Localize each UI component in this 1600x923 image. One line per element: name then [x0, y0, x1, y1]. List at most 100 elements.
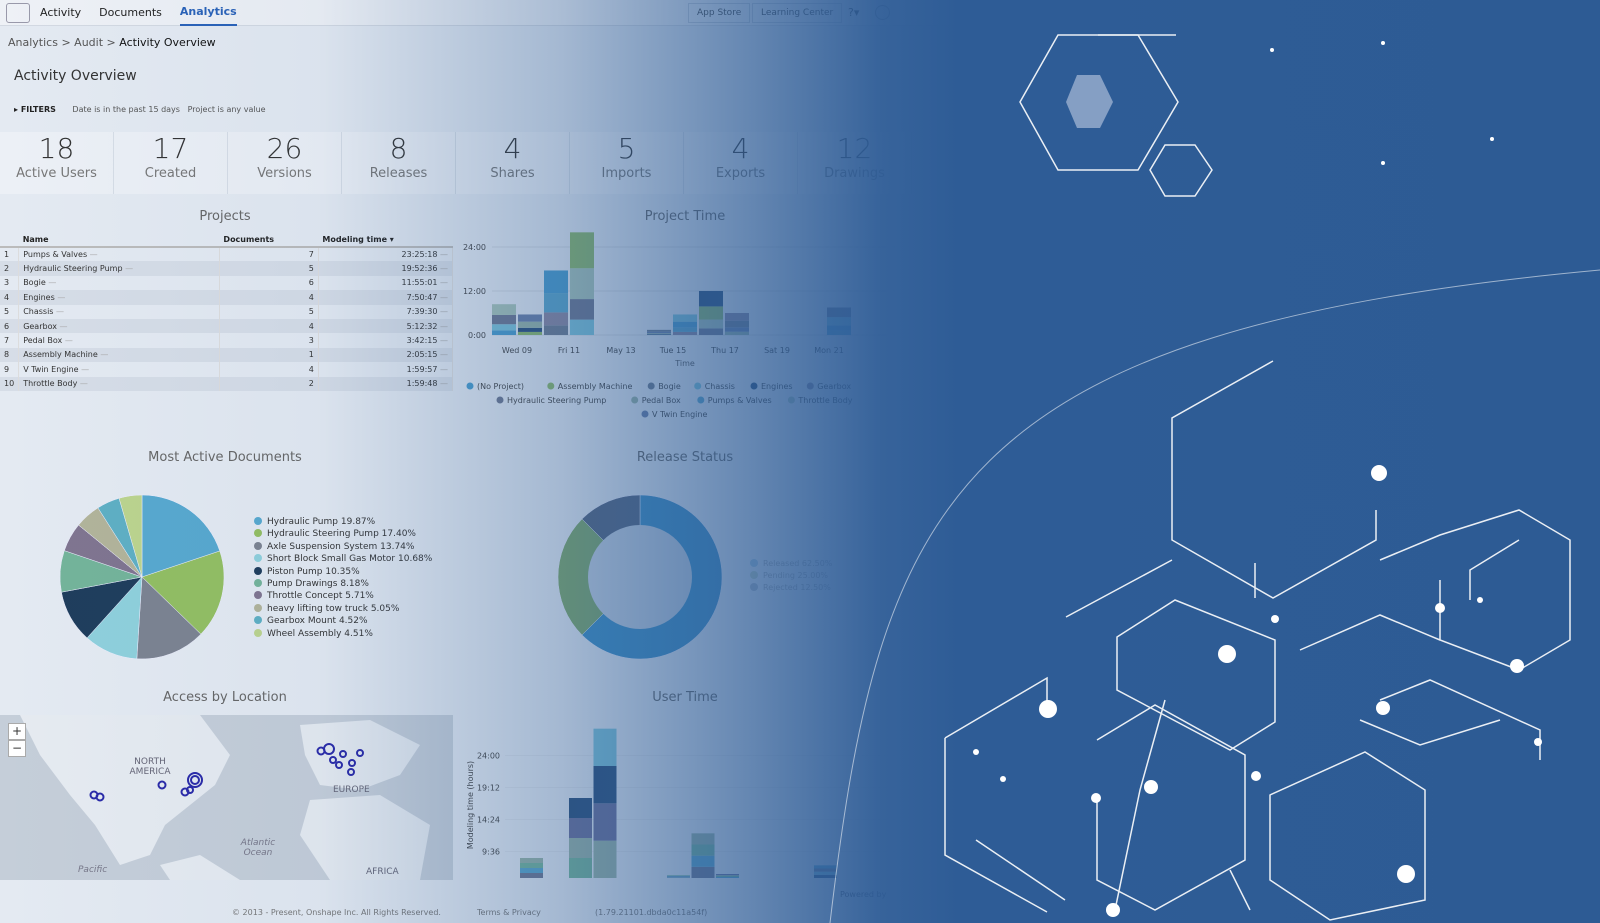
- bar-segment[interactable]: [827, 330, 851, 335]
- legend-item[interactable]: Pumps & Valves: [708, 396, 772, 405]
- bar-segment[interactable]: [725, 320, 749, 328]
- bar-segment[interactable]: [544, 312, 568, 326]
- bar-segment[interactable]: [544, 293, 568, 313]
- kpi-tile[interactable]: 4 Shares: [456, 132, 570, 194]
- nav-analytics[interactable]: Analytics: [179, 0, 237, 26]
- bar-segment[interactable]: [647, 334, 671, 335]
- legend-item[interactable]: Hydraulic Steering Pump: [507, 396, 606, 405]
- bar-segment[interactable]: [492, 304, 516, 315]
- bar-segment[interactable]: [691, 833, 715, 845]
- bar-segment[interactable]: [814, 868, 837, 872]
- table-row[interactable]: 10 Throttle Body —2 1:59:48 —: [0, 376, 454, 391]
- bar-segment[interactable]: [520, 863, 543, 868]
- filters-bar[interactable]: ▸ FILTERS Date is in the past 15 days Pr…: [14, 105, 266, 114]
- project-name[interactable]: Throttle Body —: [18, 376, 220, 391]
- kpi-tile[interactable]: 26 Versions: [228, 132, 342, 194]
- legend-item[interactable]: Bogie: [658, 382, 681, 391]
- kpi-tile[interactable]: 5 Imports: [570, 132, 684, 194]
- legend-item[interactable]: Rejected 12.50%: [750, 582, 832, 594]
- legend-item[interactable]: Gearbox Mount 4.52%: [254, 615, 432, 627]
- legend-item[interactable]: Released 62.50%: [750, 558, 832, 570]
- bar-segment[interactable]: [827, 307, 851, 318]
- breadcrumb-audit[interactable]: Audit: [74, 36, 104, 49]
- bar-segment[interactable]: [492, 314, 516, 325]
- bar-segment[interactable]: [593, 728, 617, 766]
- bar-segment[interactable]: [673, 314, 697, 322]
- project-name[interactable]: Pumps & Valves —: [18, 247, 220, 262]
- bar-segment[interactable]: [544, 325, 568, 335]
- table-row[interactable]: 4 Engines —4 7:50:47 —: [0, 290, 454, 305]
- bar-segment[interactable]: [570, 299, 594, 320]
- bar-segment[interactable]: [827, 317, 851, 326]
- legend-item[interactable]: Chassis: [705, 382, 735, 391]
- bar-segment[interactable]: [814, 874, 837, 878]
- bar-segment[interactable]: [667, 877, 690, 878]
- legend-item[interactable]: (No Project): [477, 382, 524, 391]
- bar-segment[interactable]: [699, 319, 723, 329]
- project-name[interactable]: Hydraulic Steering Pump —: [18, 261, 220, 276]
- col-documents[interactable]: Documents: [219, 233, 319, 248]
- nav-activity[interactable]: Activity: [40, 6, 82, 19]
- bar-segment[interactable]: [492, 324, 516, 331]
- table-row[interactable]: 1 Pumps & Valves —7 23:25:18 —: [0, 247, 454, 262]
- bar-segment[interactable]: [492, 330, 516, 335]
- breadcrumb-analytics[interactable]: Analytics: [8, 36, 58, 49]
- bar-segment[interactable]: [570, 268, 594, 300]
- bar-segment[interactable]: [827, 325, 851, 331]
- bar-segment[interactable]: [691, 855, 715, 867]
- legend-item[interactable]: heavy lifting tow truck 5.05%: [254, 603, 432, 615]
- kpi-tile[interactable]: 4 Exports: [684, 132, 798, 194]
- legend-item[interactable]: Throttle Concept 5.71%: [254, 590, 432, 602]
- legend-item[interactable]: Pending 25.00%: [750, 570, 832, 582]
- footer-terms-link[interactable]: Terms & Privacy: [477, 908, 541, 917]
- app-store-button[interactable]: App Store: [688, 3, 751, 23]
- table-row[interactable]: 3 Bogie —6 11:55:01 —: [0, 275, 454, 291]
- kpi-tile[interactable]: 18 Active Users: [0, 132, 114, 194]
- bar-segment[interactable]: [673, 327, 697, 332]
- bar-segment[interactable]: [647, 333, 671, 335]
- bar-segment[interactable]: [593, 803, 617, 841]
- bar-segment[interactable]: [667, 876, 690, 878]
- bar-segment[interactable]: [647, 329, 671, 332]
- project-name[interactable]: Gearbox —: [18, 318, 220, 334]
- bar-segment[interactable]: [570, 232, 594, 269]
- legend-item[interactable]: Wheel Assembly 4.51%: [254, 628, 432, 640]
- kpi-tile[interactable]: 17 Created: [114, 132, 228, 194]
- bar-segment[interactable]: [699, 328, 723, 335]
- legend-item[interactable]: Short Block Small Gas Motor 10.68%: [254, 553, 432, 565]
- bar-segment[interactable]: [673, 321, 697, 328]
- bar-segment[interactable]: [544, 270, 568, 294]
- bar-segment[interactable]: [593, 766, 617, 804]
- project-name[interactable]: Engines —: [18, 290, 220, 305]
- bar-segment[interactable]: [716, 876, 739, 877]
- table-row[interactable]: 7 Pedal Box —3 3:42:15 —: [0, 333, 454, 348]
- bar-segment[interactable]: [699, 306, 723, 320]
- project-name[interactable]: Chassis —: [18, 304, 220, 319]
- bar-segment[interactable]: [570, 319, 594, 335]
- bar-segment[interactable]: [569, 858, 592, 878]
- table-row[interactable]: 2 Hydraulic Steering Pump —5 19:52:36 —: [0, 261, 454, 276]
- project-name[interactable]: Bogie —: [18, 275, 220, 291]
- legend-item[interactable]: Hydraulic Pump 19.87%: [254, 516, 432, 528]
- bar-segment[interactable]: [716, 877, 739, 878]
- bar-segment[interactable]: [716, 874, 739, 875]
- table-row[interactable]: 6 Gearbox —4 5:12:32 —: [0, 318, 454, 334]
- project-name[interactable]: V Twin Engine —: [18, 362, 220, 377]
- filter-project[interactable]: Project is any value: [187, 105, 266, 114]
- bar-segment[interactable]: [691, 866, 715, 878]
- bar-segment[interactable]: [691, 844, 715, 856]
- bar-segment[interactable]: [518, 321, 542, 328]
- bar-segment[interactable]: [673, 331, 697, 335]
- table-row[interactable]: 5 Chassis —5 7:39:30 —: [0, 304, 454, 319]
- kpi-tile[interactable]: 8 Releases: [342, 132, 456, 194]
- bar-segment[interactable]: [569, 838, 592, 858]
- bar-segment[interactable]: [716, 875, 739, 876]
- bar-segment[interactable]: [699, 291, 723, 307]
- bar-segment[interactable]: [518, 327, 542, 332]
- legend-item[interactable]: Hydraulic Steering Pump 17.40%: [254, 528, 432, 540]
- learning-center-button[interactable]: Learning Center: [752, 3, 843, 23]
- col-name[interactable]: Name: [18, 233, 220, 248]
- legend-item[interactable]: Throttle Body: [797, 396, 852, 405]
- kpi-tile[interactable]: 12 Drawings: [798, 132, 912, 194]
- bar-segment[interactable]: [725, 327, 749, 332]
